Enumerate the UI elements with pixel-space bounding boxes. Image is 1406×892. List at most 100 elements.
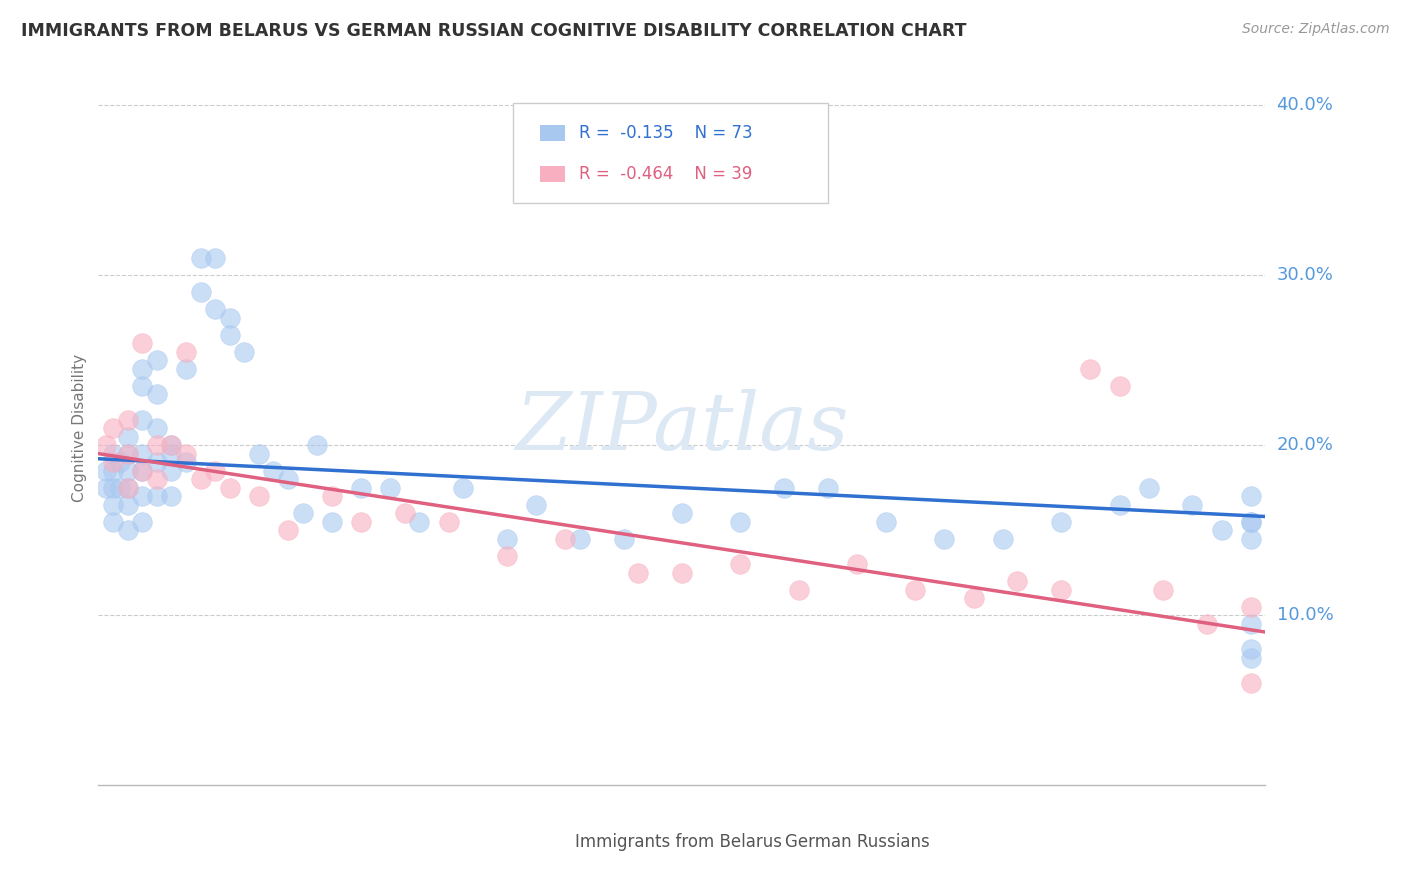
Point bbox=[218, 481, 240, 495]
Point bbox=[160, 464, 183, 478]
Point bbox=[117, 464, 139, 478]
Point bbox=[101, 455, 124, 469]
Point bbox=[160, 447, 183, 461]
Text: R =  -0.464    N = 39: R = -0.464 N = 39 bbox=[579, 165, 752, 183]
Point bbox=[1211, 523, 1233, 537]
Point bbox=[730, 557, 752, 571]
Point bbox=[101, 447, 124, 461]
Point bbox=[131, 361, 153, 376]
Point bbox=[524, 498, 547, 512]
Point bbox=[1197, 616, 1219, 631]
FancyBboxPatch shape bbox=[540, 166, 565, 182]
Text: ZIPatlas: ZIPatlas bbox=[515, 390, 849, 467]
FancyBboxPatch shape bbox=[540, 125, 565, 141]
Text: Source: ZipAtlas.com: Source: ZipAtlas.com bbox=[1241, 22, 1389, 37]
Point bbox=[146, 421, 169, 435]
Point bbox=[845, 557, 868, 571]
Point bbox=[321, 489, 343, 503]
FancyBboxPatch shape bbox=[752, 833, 778, 851]
Point bbox=[146, 353, 169, 368]
Point bbox=[1240, 650, 1263, 665]
Point bbox=[117, 447, 139, 461]
Point bbox=[174, 455, 197, 469]
Point bbox=[291, 506, 314, 520]
Point bbox=[117, 430, 139, 444]
Point bbox=[277, 523, 299, 537]
Point bbox=[787, 582, 810, 597]
Point bbox=[307, 438, 329, 452]
Text: 40.0%: 40.0% bbox=[1277, 96, 1333, 114]
Point bbox=[1050, 515, 1073, 529]
Point bbox=[101, 481, 124, 495]
Point bbox=[1240, 642, 1263, 657]
Point bbox=[1137, 481, 1160, 495]
Point bbox=[730, 515, 752, 529]
Point bbox=[160, 489, 183, 503]
Point bbox=[146, 438, 169, 452]
Point bbox=[131, 336, 153, 351]
Point bbox=[1007, 574, 1029, 588]
Point bbox=[131, 464, 153, 478]
Point bbox=[146, 489, 169, 503]
Y-axis label: Cognitive Disability: Cognitive Disability bbox=[72, 354, 87, 502]
Point bbox=[568, 532, 591, 546]
Point bbox=[247, 489, 270, 503]
Point bbox=[174, 447, 197, 461]
Point bbox=[131, 412, 153, 426]
Point bbox=[160, 438, 183, 452]
Point bbox=[131, 489, 153, 503]
Point bbox=[190, 285, 212, 300]
Point bbox=[1152, 582, 1174, 597]
Point bbox=[1108, 498, 1130, 512]
Point bbox=[174, 344, 197, 359]
Point bbox=[671, 506, 693, 520]
Point bbox=[101, 421, 124, 435]
Text: 10.0%: 10.0% bbox=[1277, 606, 1333, 624]
Point bbox=[262, 464, 284, 478]
Point bbox=[218, 310, 240, 325]
Point bbox=[146, 387, 169, 401]
Point bbox=[101, 515, 124, 529]
Point bbox=[131, 378, 153, 392]
Point bbox=[146, 472, 169, 486]
Point bbox=[117, 523, 139, 537]
Point bbox=[101, 464, 124, 478]
Text: 30.0%: 30.0% bbox=[1277, 266, 1333, 285]
Point bbox=[1240, 599, 1263, 614]
Point bbox=[554, 532, 576, 546]
Point bbox=[875, 515, 897, 529]
Point bbox=[962, 591, 984, 605]
Point bbox=[671, 566, 693, 580]
Point bbox=[94, 438, 117, 452]
Text: IMMIGRANTS FROM BELARUS VS GERMAN RUSSIAN COGNITIVE DISABILITY CORRELATION CHART: IMMIGRANTS FROM BELARUS VS GERMAN RUSSIA… bbox=[21, 22, 966, 40]
Point bbox=[117, 481, 139, 495]
Point bbox=[1240, 532, 1263, 546]
Point bbox=[131, 515, 153, 529]
Point bbox=[321, 515, 343, 529]
Point bbox=[934, 532, 956, 546]
Point bbox=[160, 438, 183, 452]
Point bbox=[204, 252, 226, 266]
Point bbox=[1240, 489, 1263, 503]
Point bbox=[1181, 498, 1204, 512]
Text: Immigrants from Belarus: Immigrants from Belarus bbox=[575, 833, 782, 851]
Point bbox=[991, 532, 1014, 546]
Point bbox=[117, 447, 139, 461]
Point bbox=[110, 455, 132, 469]
Point bbox=[1240, 515, 1263, 529]
Point bbox=[174, 361, 197, 376]
Point bbox=[218, 327, 240, 342]
Point bbox=[1240, 676, 1263, 690]
Point bbox=[247, 447, 270, 461]
Point bbox=[496, 532, 519, 546]
Point bbox=[1050, 582, 1073, 597]
Point bbox=[94, 481, 117, 495]
Point bbox=[1240, 616, 1263, 631]
Point bbox=[496, 549, 519, 563]
Point bbox=[131, 464, 153, 478]
Point bbox=[437, 515, 460, 529]
Point bbox=[394, 506, 416, 520]
Point bbox=[350, 515, 373, 529]
Point bbox=[117, 412, 139, 426]
Point bbox=[110, 481, 132, 495]
